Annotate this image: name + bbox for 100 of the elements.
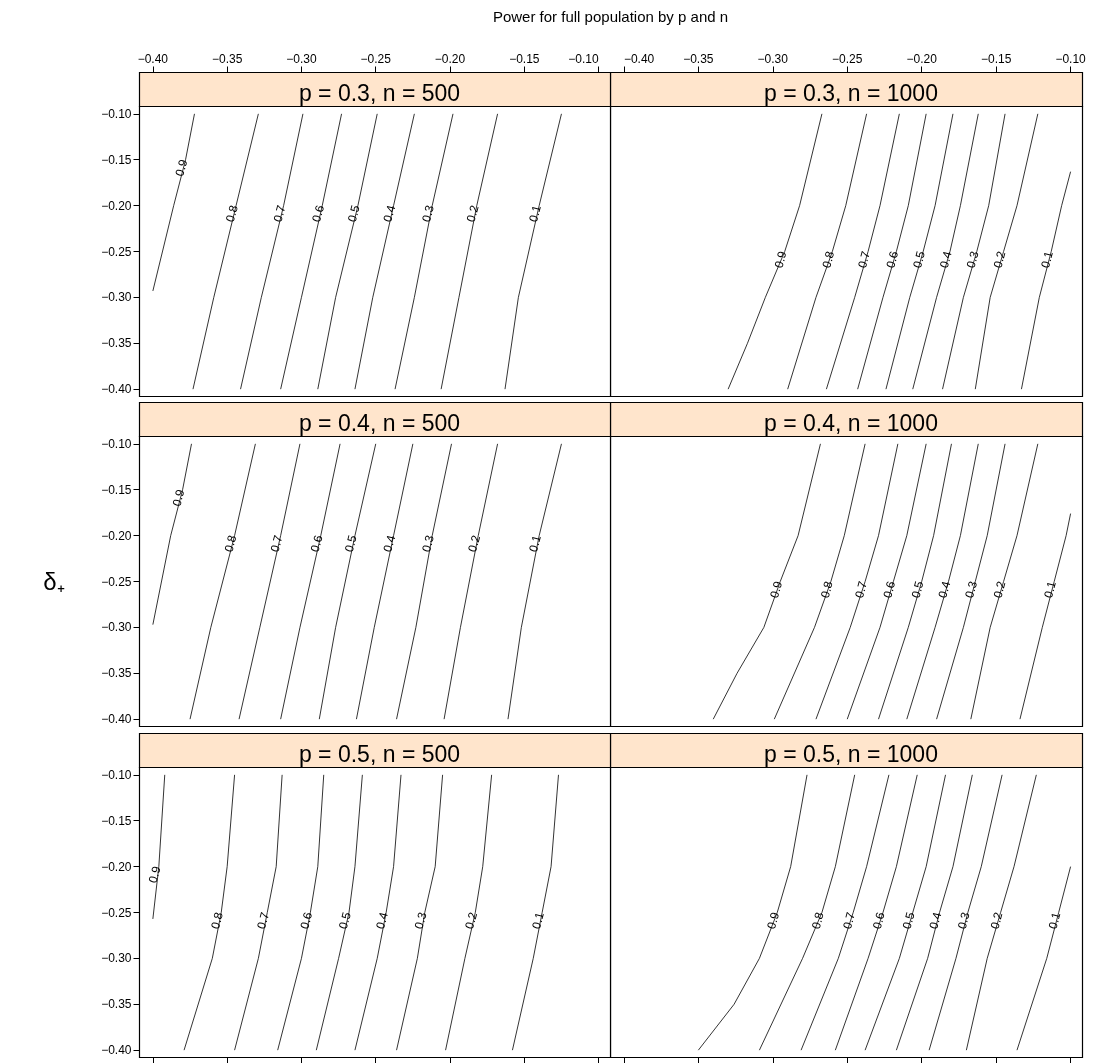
text: 0.1 (529, 910, 547, 931)
chart-title: p = 0.4, n = 1000 (764, 409, 938, 436)
text: 0.8 (221, 533, 240, 554)
y-tick-label: −0.40 (101, 1043, 132, 1058)
line-series (240, 113, 304, 390)
line-series (394, 113, 454, 390)
text: 0.3 (419, 203, 438, 224)
line-series (152, 113, 195, 292)
line-series (440, 113, 498, 390)
text: 0.7 (270, 203, 289, 224)
line-series (315, 774, 363, 1051)
y-tick-label: −0.10 (101, 106, 132, 121)
x-tick-label: −0.30 (286, 51, 317, 66)
text: 0.6 (869, 910, 888, 931)
y-tick-label: −0.35 (101, 336, 132, 351)
text: 0.8 (808, 910, 827, 931)
line-series (183, 774, 235, 1051)
text: 0.7 (267, 533, 286, 554)
text: 0.6 (309, 203, 328, 224)
text: 0.3 (411, 910, 430, 931)
x-tick-label: −0.10 (568, 51, 599, 66)
y-tick-label: −0.40 (101, 382, 132, 397)
text: 0.1 (1045, 910, 1064, 931)
text: 0.9 (145, 864, 164, 885)
x-tick-label: −0.40 (137, 51, 169, 66)
y-tick-label: −0.30 (101, 290, 132, 305)
text: 0.8 (819, 249, 838, 270)
line-series (280, 443, 341, 720)
line-series (396, 774, 443, 1051)
text: 0.8 (222, 203, 241, 224)
x-tick-label: −0.25 (832, 51, 863, 66)
text: 0.6 (880, 579, 899, 600)
text: 0.5 (908, 579, 927, 600)
line-series (512, 774, 559, 1051)
text: 0.3 (962, 579, 981, 600)
y-axis-title: δ₊ (43, 568, 65, 595)
x-tick-label: −0.40 (623, 51, 655, 66)
y-tick-label: −0.25 (101, 574, 132, 589)
chart-title: p = 0.3, n = 500 (298, 79, 461, 106)
text: 0.5 (335, 910, 354, 931)
line-series (354, 774, 402, 1051)
line-series (192, 113, 259, 390)
y-tick-label: −0.15 (101, 813, 132, 828)
text: 0.4 (936, 249, 955, 270)
x-tick-label: −0.35 (211, 51, 243, 66)
y-tick-label: −0.30 (101, 620, 132, 635)
line-series (443, 443, 498, 720)
text: 0.5 (341, 533, 360, 554)
x-tick-label: −0.10 (1055, 51, 1087, 66)
text: 0.2 (462, 910, 481, 931)
line-series (277, 774, 325, 1051)
text: 0.9 (172, 157, 191, 178)
text: 0.5 (344, 203, 363, 224)
text: 0.9 (771, 249, 790, 270)
line-series (152, 443, 192, 626)
line-series (445, 774, 493, 1051)
x-tick-label: −0.15 (509, 51, 540, 66)
text: 0.3 (419, 533, 438, 554)
chart-title: p = 0.5, n = 500 (298, 740, 461, 767)
line-series (234, 774, 283, 1051)
text: 0.8 (817, 579, 836, 600)
y-tick-label: −0.20 (101, 198, 132, 213)
text: 0.9 (764, 910, 783, 931)
text: 0.7 (254, 910, 273, 931)
text: 0.4 (926, 910, 945, 931)
y-tick-label: −0.25 (101, 905, 132, 920)
line-series (396, 443, 452, 720)
text: 0.1 (526, 533, 545, 554)
x-tick-label: −0.20 (906, 51, 938, 66)
text: 0.2 (465, 533, 484, 554)
x-tick-label: −0.25 (360, 51, 392, 66)
y-tick-label: −0.20 (101, 859, 132, 874)
line-series (189, 443, 256, 720)
text: 0.4 (935, 579, 954, 600)
text: 0.2 (987, 910, 1006, 931)
y-tick-label: −0.15 (101, 152, 132, 167)
text: 0.6 (307, 533, 326, 554)
text: 0.3 (963, 249, 982, 270)
y-tick-label: −0.10 (101, 767, 132, 782)
text: 0.2 (990, 249, 1009, 270)
text: 0.1 (1038, 249, 1057, 270)
y-tick-label: −0.20 (101, 528, 132, 543)
x-tick-label: −0.30 (757, 51, 789, 66)
x-tick-label: −0.35 (683, 51, 714, 66)
chart-title: p = 0.5, n = 1000 (764, 740, 938, 767)
y-tick-label: −0.35 (101, 997, 132, 1012)
text: 0.9 (767, 579, 786, 600)
text: 0.7 (852, 579, 870, 600)
y-tick-label: −0.35 (101, 666, 132, 681)
text: 0.4 (380, 533, 399, 554)
line-series (238, 443, 301, 720)
line-series (504, 113, 562, 390)
x-tick-label: −0.20 (434, 51, 466, 66)
text: 0.1 (526, 203, 545, 224)
y-tick-label: −0.40 (101, 712, 132, 727)
text: 0.2 (990, 579, 1009, 600)
text: 0.7 (840, 910, 859, 931)
text: 0.4 (373, 910, 391, 931)
text: Power for full population by p and n (491, 8, 730, 25)
text: 0.5 (910, 249, 929, 270)
